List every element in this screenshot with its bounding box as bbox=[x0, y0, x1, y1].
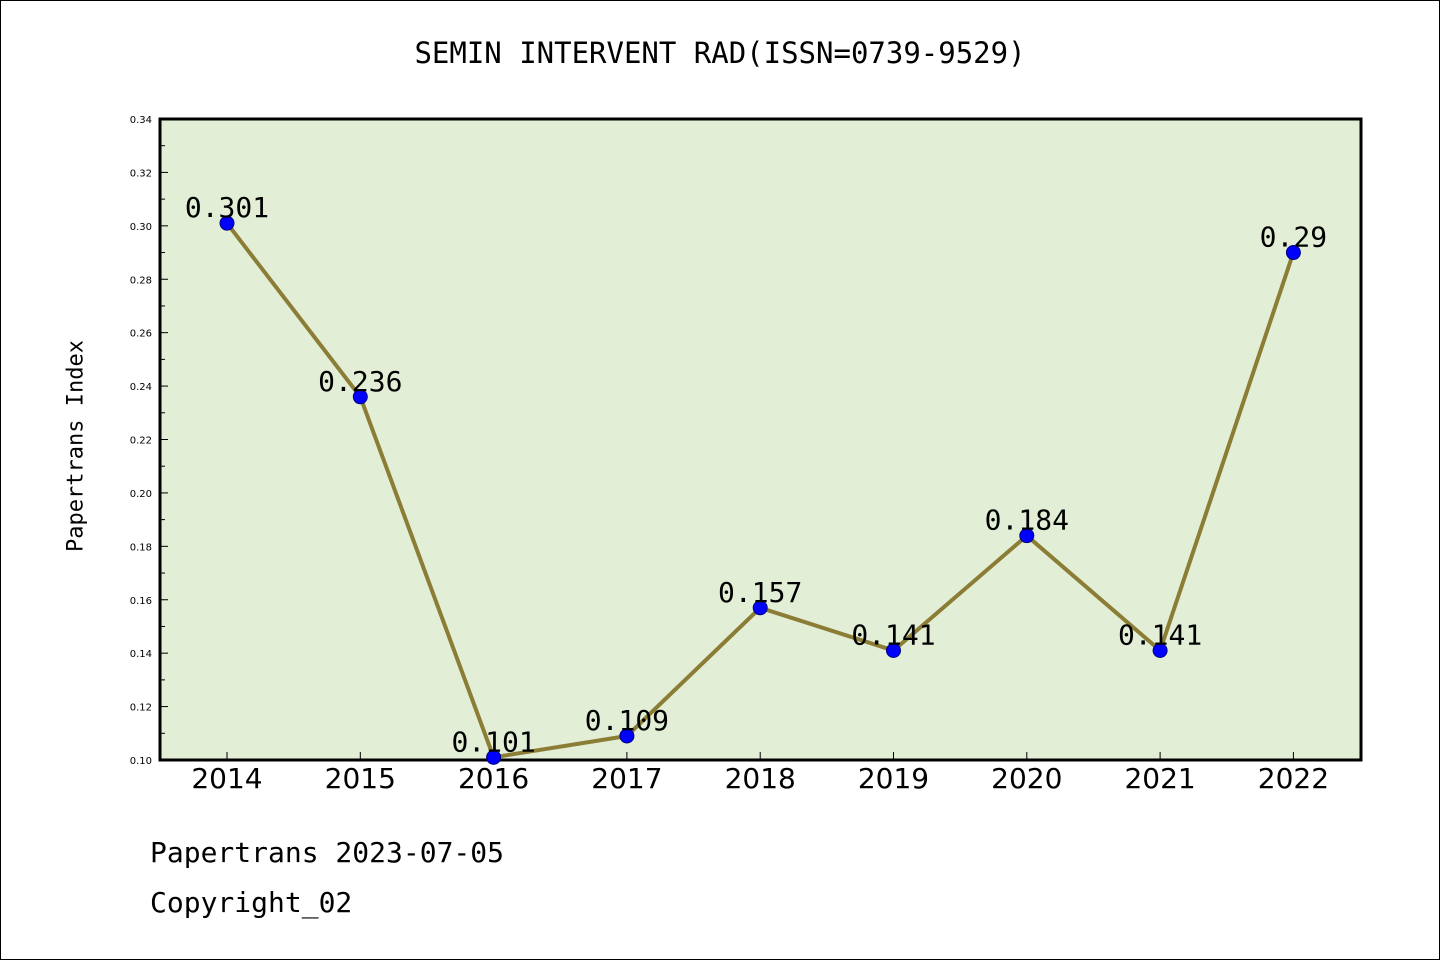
x-tick-label: 2018 bbox=[725, 762, 796, 795]
y-tick-label: 0.24 bbox=[130, 382, 152, 393]
data-point bbox=[219, 215, 235, 231]
data-label: 0.184 bbox=[985, 504, 1069, 537]
data-point bbox=[752, 600, 768, 616]
data-label: 0.109 bbox=[585, 704, 669, 737]
data-point bbox=[1019, 528, 1035, 544]
x-tick-label: 2019 bbox=[858, 762, 929, 795]
y-tick-label: 0.12 bbox=[130, 703, 152, 714]
x-axis: 2014 2015 2016 2017 2018 2019 2020 2021 2022 bbox=[191, 752, 1329, 795]
y-tick-label: 0.34 bbox=[130, 115, 152, 126]
y-tick-label: 0.22 bbox=[130, 436, 152, 447]
x-tick-label: 2015 bbox=[325, 762, 396, 795]
data-label: 0.236 bbox=[318, 365, 402, 398]
y-tick-label: 0.30 bbox=[130, 222, 152, 233]
data-point bbox=[1152, 642, 1168, 658]
x-tick-label: 2021 bbox=[1124, 762, 1195, 795]
data-point bbox=[619, 728, 635, 744]
data-label: 0.141 bbox=[1118, 618, 1202, 651]
chart-title: SEMIN INTERVENT RAD(ISSN=0739-9529) bbox=[414, 36, 1026, 70]
footer-date: Papertrans 2023-07-05 bbox=[150, 836, 505, 869]
y-tick-label: 0.18 bbox=[130, 542, 152, 553]
y-tick-label: 0.16 bbox=[130, 596, 152, 607]
footer-copyright: Copyright_02 bbox=[150, 886, 353, 919]
y-tick-label: 0.26 bbox=[130, 329, 152, 340]
data-point bbox=[1285, 245, 1301, 261]
y-axis: 0.10 0.12 0.14 0.16 0.18 0.20 0.22 0.24 0.26 0.28… bbox=[130, 115, 168, 767]
data-points bbox=[219, 215, 1301, 765]
data-point bbox=[886, 642, 901, 658]
y-tick-label: 0.28 bbox=[130, 275, 152, 286]
y-tick-label: 0.14 bbox=[130, 649, 152, 660]
x-tick-label: 2014 bbox=[191, 762, 262, 795]
x-tick-label: 2017 bbox=[591, 762, 662, 795]
data-point bbox=[486, 749, 502, 765]
data-point bbox=[352, 389, 368, 405]
x-tick-label: 2016 bbox=[458, 762, 529, 795]
data-labels: 0.301 0.236 0.101 0.109 0.157 0.141 0.184 0.141… bbox=[185, 191, 1327, 758]
data-label: 0.101 bbox=[451, 725, 535, 758]
y-tick-label: 0.10 bbox=[130, 756, 152, 767]
y-tick-label: 0.32 bbox=[130, 168, 152, 179]
data-label: 0.301 bbox=[185, 191, 269, 224]
data-label: 0.157 bbox=[718, 576, 802, 609]
x-tick-label: 2020 bbox=[991, 762, 1062, 795]
y-tick-label: 0.20 bbox=[130, 489, 152, 500]
data-label: 0.29 bbox=[1260, 221, 1327, 254]
x-tick-label: 2022 bbox=[1258, 762, 1329, 795]
data-label: 0.141 bbox=[851, 618, 935, 651]
plot-area bbox=[158, 117, 1363, 762]
